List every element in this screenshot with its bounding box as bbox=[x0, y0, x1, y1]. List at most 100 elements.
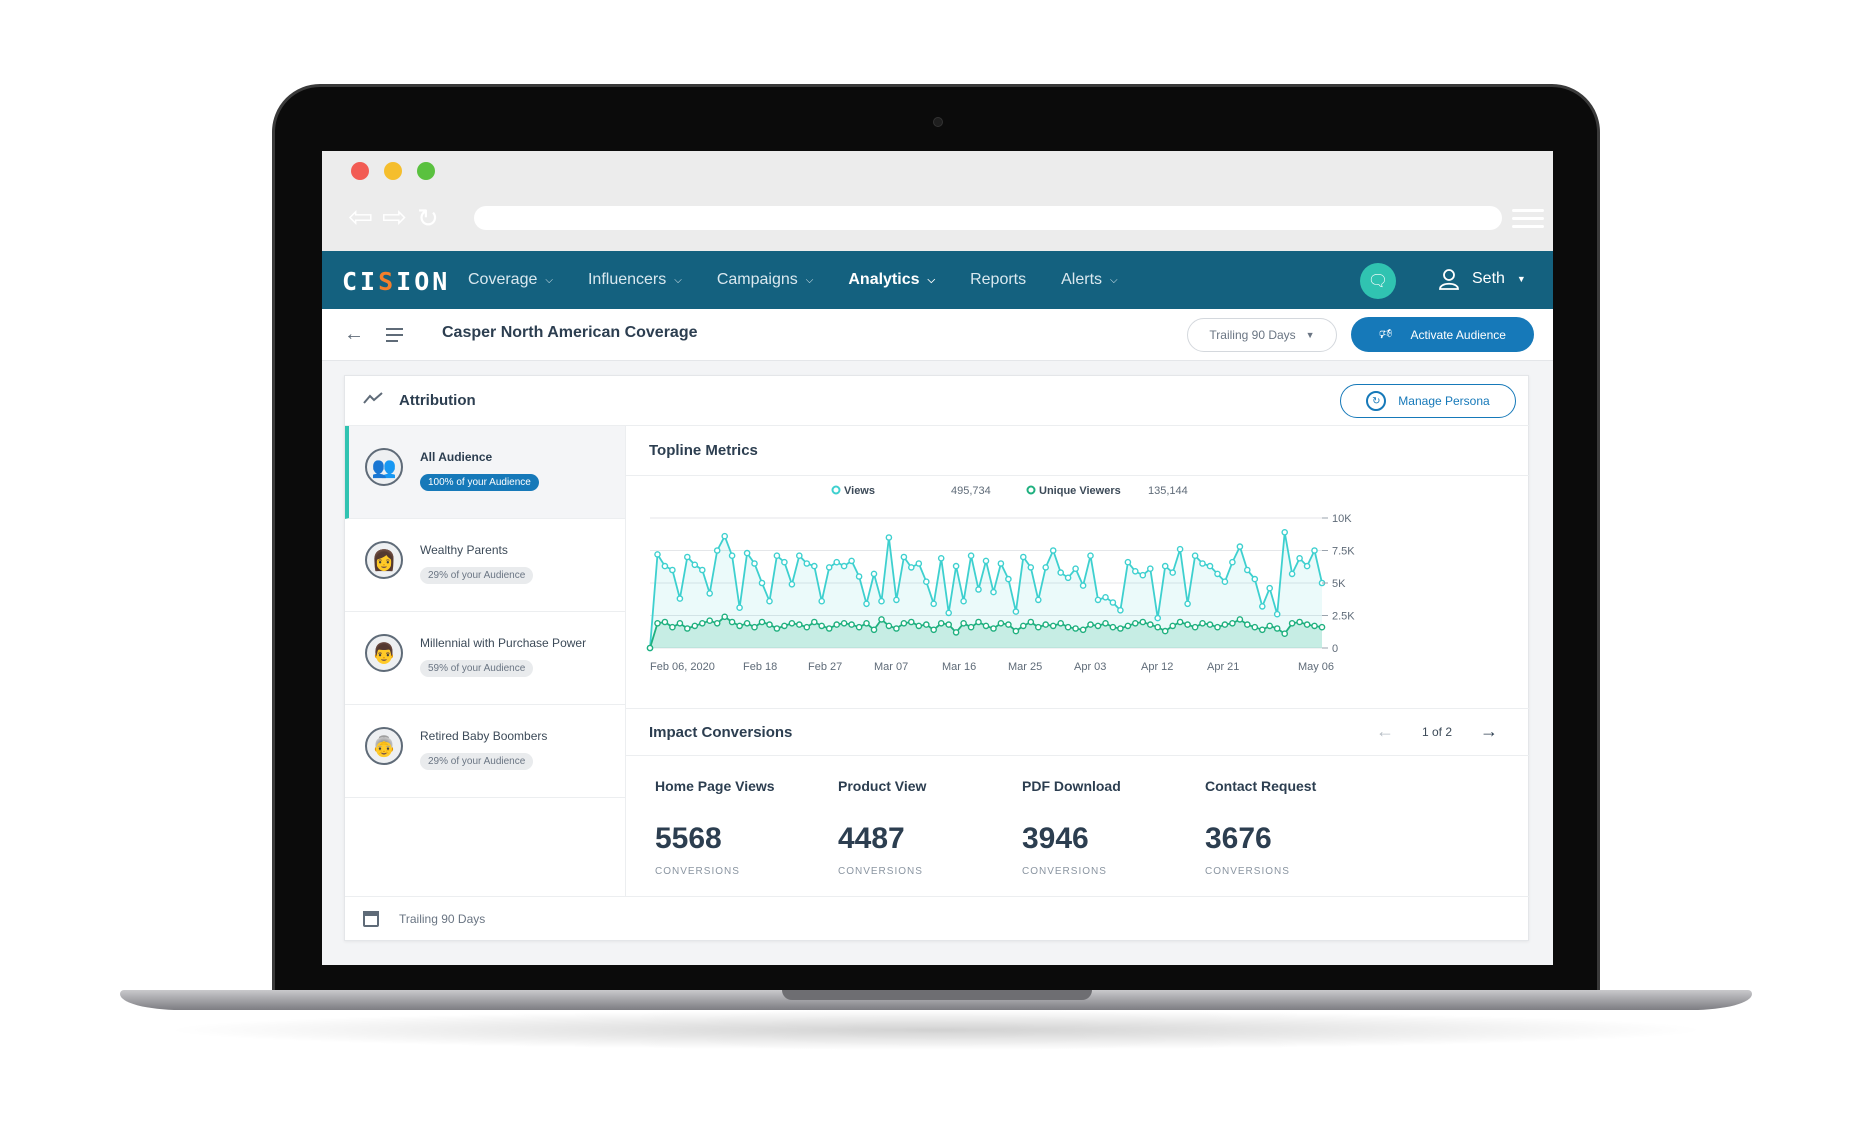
data-point bbox=[1154, 614, 1162, 622]
data-point bbox=[848, 557, 855, 565]
data-point bbox=[1303, 562, 1311, 570]
data-point bbox=[1005, 575, 1012, 583]
data-point bbox=[833, 621, 840, 628]
data-point bbox=[960, 597, 967, 605]
nav-coverage[interactable]: Coverage ⌵ bbox=[468, 271, 553, 288]
group-avatar-icon: 👥 bbox=[365, 448, 403, 486]
browser-reload-icon[interactable]: ↻ bbox=[417, 203, 439, 233]
topline-chart: Views 495,734 Unique Viewers 135,144 0 2.5K 5… bbox=[626, 476, 1530, 708]
data-point bbox=[1214, 623, 1221, 631]
data-point bbox=[1259, 626, 1266, 634]
audience-item-retired-boomers[interactable]: 👵 Retired Baby Boombers 29% of your Audi… bbox=[345, 705, 625, 798]
topline-chart-svg: Views 495,734 Unique Viewers 135,144 0 2.5K 5… bbox=[646, 485, 1355, 673]
browser-menu-icon[interactable] bbox=[1512, 209, 1544, 229]
nav-reports[interactable]: Reports bbox=[970, 271, 1027, 288]
nav-campaigns[interactable]: Campaigns ⌵ bbox=[716, 271, 814, 288]
maximize-window-button[interactable] bbox=[417, 162, 435, 180]
data-point bbox=[990, 625, 997, 632]
data-point bbox=[691, 561, 699, 569]
data-point bbox=[669, 566, 676, 574]
data-point bbox=[1139, 571, 1147, 579]
data-point bbox=[960, 619, 967, 627]
data-point bbox=[1087, 552, 1094, 559]
address-bar[interactable] bbox=[474, 206, 1502, 230]
data-point bbox=[840, 562, 848, 570]
chevron-down-icon: ⌵ bbox=[545, 274, 553, 286]
data-point bbox=[1049, 622, 1057, 630]
data-point bbox=[788, 581, 796, 588]
data-point bbox=[699, 566, 706, 574]
cision-logo[interactable]: CISION bbox=[342, 267, 451, 296]
topline-header: Topline Metrics bbox=[626, 426, 1530, 476]
user-name: Seth bbox=[1472, 270, 1505, 287]
data-point bbox=[1094, 622, 1102, 630]
manage-persona-button[interactable]: ↻ Manage Persona bbox=[1340, 384, 1516, 418]
prev-page-icon[interactable]: ← bbox=[1376, 721, 1394, 741]
list-icon[interactable] bbox=[386, 328, 403, 346]
audience-list: 👥 All Audience 100% of your Audience 👩 W… bbox=[345, 426, 626, 896]
chevron-down-icon: ⌵ bbox=[1110, 274, 1118, 286]
data-point bbox=[1079, 582, 1087, 589]
data-point bbox=[1176, 545, 1184, 553]
data-point bbox=[781, 558, 788, 566]
data-point bbox=[713, 547, 721, 554]
nav-influencers[interactable]: Influencers ⌵ bbox=[587, 271, 682, 288]
data-point bbox=[922, 621, 930, 628]
data-point bbox=[1229, 619, 1236, 627]
data-point bbox=[1012, 608, 1020, 615]
data-point bbox=[1057, 569, 1065, 576]
y-tick-label: 0 bbox=[1332, 643, 1338, 655]
data-point bbox=[907, 564, 915, 571]
nav-analytics[interactable]: Analytics ⌵ bbox=[848, 271, 936, 288]
data-point bbox=[803, 560, 811, 567]
x-tick-label: Feb 06, 2020 bbox=[650, 661, 715, 673]
nav-alerts[interactable]: Alerts ⌵ bbox=[1061, 271, 1118, 288]
series-area bbox=[650, 532, 1322, 648]
data-point bbox=[878, 597, 885, 605]
data-point bbox=[1117, 606, 1124, 614]
data-point bbox=[1109, 599, 1117, 606]
data-point bbox=[1147, 621, 1154, 628]
close-window-button[interactable] bbox=[351, 162, 369, 180]
date-range-select[interactable]: Trailing 90 Days ▼ bbox=[1187, 318, 1337, 352]
data-point bbox=[743, 619, 751, 627]
y-tick-label: 7.5K bbox=[1332, 546, 1355, 558]
data-point bbox=[773, 552, 781, 559]
legend-total: 135,144 bbox=[1148, 485, 1188, 497]
data-point bbox=[1019, 622, 1027, 630]
activate-audience-button[interactable]: 🕫 Activate Audience bbox=[1351, 317, 1534, 352]
data-point bbox=[870, 626, 878, 634]
data-point bbox=[1169, 622, 1177, 630]
audience-item-wealthy-parents[interactable]: 👩 Wealthy Parents 29% of your Audience bbox=[345, 519, 625, 612]
chevron-down-icon: ⌵ bbox=[927, 274, 936, 286]
browser-back-icon[interactable]: ⇦ bbox=[348, 201, 374, 234]
data-point bbox=[1147, 565, 1154, 572]
back-arrow-icon[interactable]: ← bbox=[344, 323, 364, 345]
data-point bbox=[1199, 560, 1206, 567]
data-point bbox=[1303, 621, 1311, 628]
data-point bbox=[1087, 621, 1094, 628]
data-point bbox=[1259, 603, 1266, 610]
data-point bbox=[1251, 623, 1259, 631]
data-point bbox=[997, 619, 1005, 627]
user-menu[interactable]: Seth ▼ bbox=[1438, 268, 1526, 290]
x-tick-label: Mar 07 bbox=[874, 661, 908, 673]
data-point bbox=[676, 595, 684, 602]
audience-item-millennial[interactable]: 👨 Millennial with Purchase Power 59% of … bbox=[345, 612, 625, 705]
browser-forward-icon[interactable]: ⇨ bbox=[382, 201, 408, 234]
data-point bbox=[1109, 623, 1117, 631]
senior-avatar-icon: 👵 bbox=[365, 727, 403, 765]
minimize-window-button[interactable] bbox=[384, 162, 402, 180]
card-footer: Trailing 90 Days bbox=[345, 896, 1530, 942]
audience-item-all[interactable]: 👥 All Audience 100% of your Audience bbox=[345, 426, 625, 519]
data-point bbox=[654, 619, 661, 627]
data-point bbox=[1206, 621, 1214, 628]
data-point bbox=[661, 562, 669, 570]
next-page-icon[interactable]: → bbox=[1480, 721, 1499, 741]
legend-label: Views bbox=[844, 485, 875, 497]
data-point bbox=[885, 622, 893, 630]
chat-button[interactable]: 🗨 bbox=[1360, 263, 1396, 299]
data-point bbox=[1266, 622, 1274, 630]
data-point bbox=[661, 618, 669, 626]
data-point bbox=[721, 532, 728, 540]
